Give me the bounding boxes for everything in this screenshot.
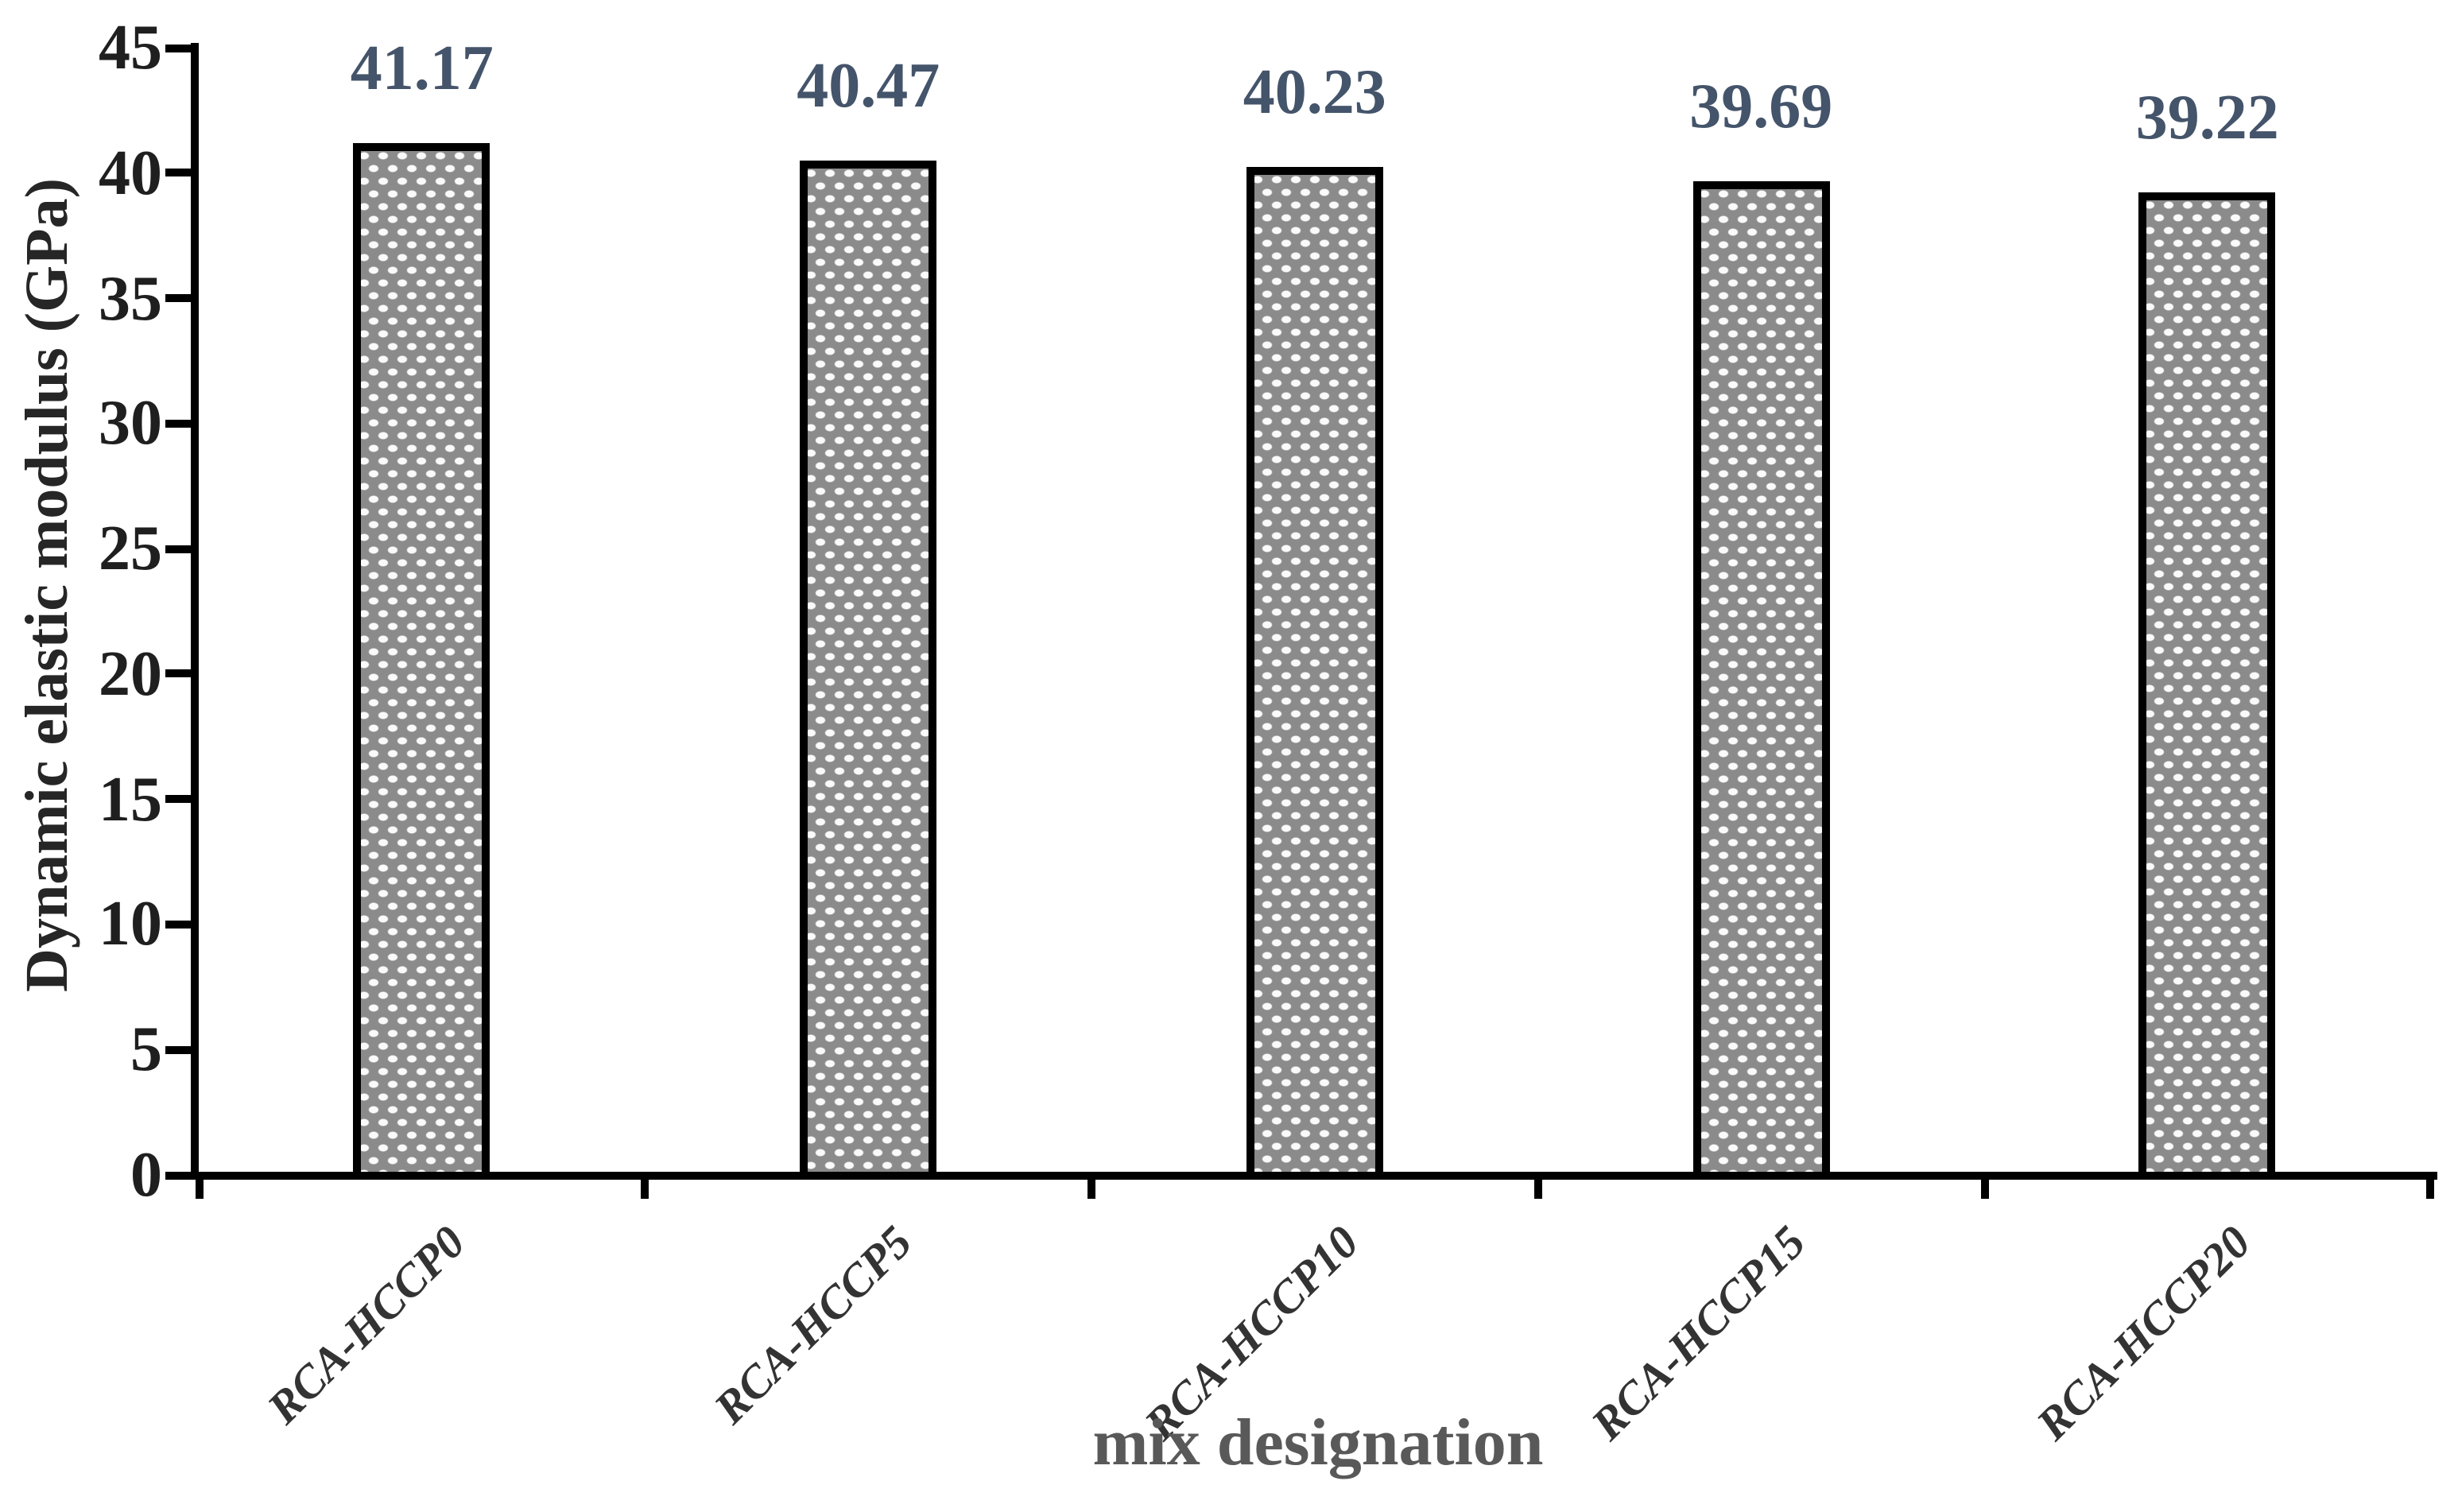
x-tick	[2426, 1172, 2435, 1199]
y-axis-line	[191, 43, 199, 1180]
bar-rca-hccp15	[1692, 180, 1830, 1180]
bar-rca-hccp0	[353, 143, 490, 1180]
y-tick-label: 35	[99, 262, 162, 334]
x-tick	[195, 1172, 203, 1199]
x-tick	[1533, 1172, 1542, 1199]
x-tick	[1087, 1172, 1095, 1199]
bar-value-label: 40.47	[797, 49, 940, 122]
y-tick	[165, 419, 199, 428]
y-tick-label: 20	[99, 637, 162, 709]
y-tick	[165, 44, 199, 52]
y-tick-label: 5	[130, 1013, 162, 1085]
bar-rca-hccp20	[2138, 192, 2276, 1180]
y-tick-label: 0	[130, 1138, 162, 1210]
y-tick	[165, 169, 199, 177]
bar-rca-hccp10	[1246, 167, 1383, 1180]
bar-value-label: 40.23	[1243, 56, 1386, 128]
y-tick	[165, 545, 199, 553]
bar-value-label: 41.17	[350, 32, 494, 104]
y-tick	[165, 1171, 199, 1179]
y-tick-label: 10	[99, 887, 162, 960]
bar-value-label: 39.69	[1689, 69, 1833, 142]
y-tick-label: 30	[99, 386, 162, 459]
y-tick	[165, 795, 199, 804]
x-axis-title: mix designation	[1092, 1407, 1544, 1480]
y-tick-label: 25	[99, 512, 162, 584]
y-tick	[165, 669, 199, 678]
y-tick-label: 45	[99, 11, 162, 83]
y-tick	[165, 294, 199, 303]
y-tick	[165, 1045, 199, 1054]
y-tick	[165, 920, 199, 929]
bar-value-label: 39.22	[2135, 81, 2279, 153]
bar-rca-hccp5	[800, 161, 937, 1180]
x-tick	[641, 1172, 649, 1199]
y-tick-label: 15	[99, 762, 162, 835]
y-tick-label: 40	[99, 136, 162, 208]
x-tick	[1980, 1172, 1988, 1199]
x-axis-line	[191, 1172, 2437, 1180]
